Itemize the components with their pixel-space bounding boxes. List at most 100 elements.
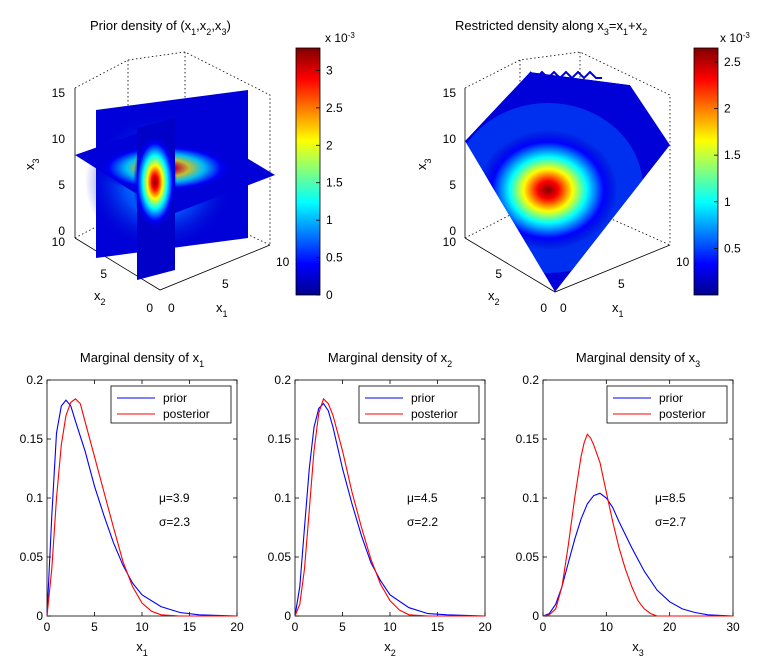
x-tick-label: 20 [230, 620, 244, 634]
colorbar-tick-label: 2.5 [724, 55, 741, 69]
x1-tick: 5 [618, 277, 625, 291]
x-tick-label: 30 [726, 620, 740, 634]
marginal-plot-3: Marginal density of x3 0 10 20 30 0 0.05 0.1 0.1… [516, 350, 740, 658]
x1-tick: 10 [676, 255, 690, 269]
y-tick-label: 0.2 [274, 373, 291, 387]
x2-tick: 0 [540, 301, 547, 315]
y-tick-label: 0.05 [20, 550, 44, 564]
x-tick-label: 0 [540, 620, 547, 634]
legend-box [606, 385, 728, 424]
surface-jagged-edge [529, 70, 602, 80]
x-tick-label: 5 [339, 620, 346, 634]
x2-tick: 0 [146, 301, 153, 315]
series-prior [542, 492, 734, 617]
colorbar-tick-label: 2.5 [326, 101, 343, 115]
vertical-slice-x2 [133, 118, 177, 280]
y-tick-label: 0.05 [516, 550, 540, 564]
colorbar-restricted: x 10-3 2.5 2 1.5 1 0.5 [693, 31, 750, 296]
legend: prior posterior [358, 385, 480, 424]
x-tick-label: 20 [663, 620, 677, 634]
legend-box [110, 385, 232, 424]
x1-tick: 0 [168, 301, 175, 315]
mu-annotation: μ=4.5 [407, 491, 438, 505]
x3-tick: 5 [449, 178, 456, 192]
y-tick-label: 0.2 [522, 373, 539, 387]
series-prior [294, 402, 486, 617]
x-tick-label: 10 [135, 620, 149, 634]
x3-axis-label: x3 [414, 158, 433, 170]
legend-label-prior: prior [163, 391, 187, 405]
x3-tick: 5 [58, 178, 65, 192]
x2-axis-label: x2 [488, 288, 500, 307]
colorbar-tick-label: 0 [326, 288, 333, 302]
colorbar-tick-label: 1.5 [724, 148, 741, 162]
x3-tick: 15 [443, 86, 457, 100]
x-tick-label: 15 [431, 620, 445, 634]
x-tick-label: 5 [91, 620, 98, 634]
y-tick-label: 0.15 [20, 432, 44, 446]
x3-tick: 10 [52, 132, 66, 146]
x3-axis-label: x3 [22, 158, 41, 170]
legend-box [358, 385, 480, 424]
x3-tick: 0 [58, 224, 65, 238]
x-tick-label: 10 [383, 620, 397, 634]
x3-tick: 15 [52, 86, 66, 100]
x-tick-label: 10 [600, 620, 614, 634]
restricted-density-surface [465, 72, 670, 292]
plot-title: Marginal density of x3 [576, 350, 700, 369]
y-tick-label: 0.2 [26, 373, 43, 387]
panel2-title: Restricted density along x3=x1+x2 [455, 18, 647, 37]
y-tick-label: 0 [532, 609, 539, 623]
colorbar-tick-label: 1.5 [326, 176, 343, 190]
x-tick-label: 0 [292, 620, 299, 634]
series-posterior [46, 398, 237, 617]
x2-tick: 5 [100, 267, 107, 281]
y-tick-label: 0.15 [268, 432, 292, 446]
marginal-plot-2: Marginal density of x2 0 5 10 15 20 0 0.05 0.1 0.… [268, 350, 492, 658]
colorbar-tick-label: 1 [326, 213, 333, 227]
colorbar-prior: x 10-3 3 2.5 2 1.5 1 0.5 0 [295, 31, 355, 302]
mu-annotation: μ=3.9 [159, 491, 190, 505]
colorbar-tick-label: 2 [724, 102, 731, 116]
legend: prior posterior [110, 385, 232, 424]
x1-axis-label: x1 [216, 300, 228, 319]
plot-title: Marginal density of x2 [328, 350, 452, 369]
marginal-plot-1: Marginal density of x1 0 5 10 15 20 0 0.05 0.1 0.… [20, 350, 244, 658]
x3-tick: 10 [443, 132, 457, 146]
colorbar-tick-label: 0.5 [326, 251, 343, 265]
colorbar-tick-label: 2 [326, 138, 333, 152]
x2-tick: 10 [52, 235, 66, 249]
mu-annotation: μ=8.5 [655, 491, 686, 505]
series-prior [46, 399, 238, 617]
legend: prior posterior [606, 385, 728, 424]
marginal-density-plots: Marginal density of x1 0 5 10 15 20 0 0.05 0.1 0.… [20, 350, 740, 658]
x-axis-label: x1 [136, 639, 148, 658]
y-tick-label: 0 [284, 609, 291, 623]
panel2-ticks: 15 10 5 0 10 5 0 0 5 10 [443, 86, 690, 315]
legend-label-posterior: posterior [163, 407, 210, 421]
series-posterior [294, 397, 485, 617]
series-posterior [542, 433, 733, 617]
panel1-ticks: 15 10 5 0 10 5 0 0 5 10 [52, 86, 290, 315]
colorbar-multiplier: x 10-3 [720, 31, 750, 46]
sigma-annotation: σ=2.3 [159, 515, 190, 529]
legend-label-prior: prior [411, 391, 435, 405]
legend-label-posterior: posterior [411, 407, 458, 421]
colorbar-tick-label: 1 [724, 195, 731, 209]
y-tick-label: 0 [36, 609, 43, 623]
y-tick-label: 0.1 [274, 491, 291, 505]
sigma-annotation: σ=2.2 [407, 515, 438, 529]
legend-label-posterior: posterior [659, 407, 706, 421]
y-tick-label: 0.1 [522, 491, 539, 505]
panel-prior-density-3d: Prior density of (x1,x2,x3) [22, 18, 290, 319]
x3-tick: 0 [449, 224, 456, 238]
legend-label-prior: prior [659, 391, 683, 405]
colorbar-tick-label: 3 [326, 63, 333, 77]
x1-axis-label: x1 [612, 300, 624, 319]
x-axis-label: x3 [632, 639, 644, 658]
x-tick-label: 0 [44, 620, 51, 634]
sigma-annotation: σ=2.7 [655, 515, 686, 529]
x2-axis-label: x2 [94, 288, 106, 307]
panel-restricted-density-3d: Restricted density along x3=x1+x2 15 10 … [414, 18, 690, 319]
